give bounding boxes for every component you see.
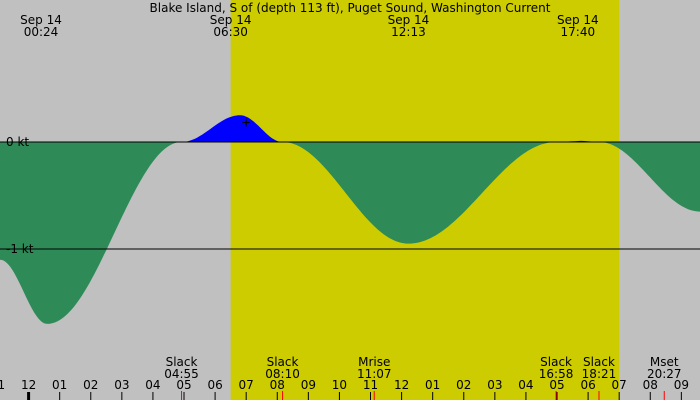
- top-time-label-1: 06:30: [213, 25, 248, 39]
- hour-tick-label-0: 11: [0, 378, 5, 392]
- hour-tick-label-21: 08: [643, 378, 658, 392]
- hour-tick-label-11: 10: [332, 378, 347, 392]
- hour-tick-label-20: 07: [612, 378, 627, 392]
- hour-tick-label-14: 01: [425, 378, 440, 392]
- top-date-label-0: Sep 14: [20, 13, 62, 27]
- hour-tick-label-19: 06: [580, 378, 595, 392]
- hour-tick-label-12: 11: [363, 378, 378, 392]
- event-name-0: Slack: [166, 355, 198, 369]
- hour-tick-label-2: 01: [52, 378, 67, 392]
- event-name-5: Mset: [650, 355, 679, 369]
- hour-tick-label-7: 06: [207, 378, 222, 392]
- hour-tick-label-3: 02: [83, 378, 98, 392]
- top-date-label-2: Sep 14: [388, 13, 430, 27]
- event-time-3: 16:58: [539, 367, 574, 381]
- hour-tick-label-9: 08: [270, 378, 285, 392]
- event-name-3: Slack: [540, 355, 572, 369]
- hour-tick-label-16: 03: [487, 378, 502, 392]
- current-time-marker: +: [241, 116, 251, 130]
- y-tick-label-1: -1 kt: [6, 242, 34, 256]
- hour-tick-label-6: 05: [176, 378, 191, 392]
- top-date-label-1: Sep 14: [210, 13, 252, 27]
- event-time-2: 11:07: [357, 367, 392, 381]
- event-time-5: 20:27: [647, 367, 682, 381]
- top-date-label-3: Sep 14: [557, 13, 599, 27]
- hour-tick-label-18: 05: [549, 378, 564, 392]
- event-time-4: 18:21: [582, 367, 617, 381]
- hour-tick-label-8: 07: [239, 378, 254, 392]
- y-tick-label-0: 0 kt: [6, 135, 29, 149]
- event-time-1: 08:10: [265, 367, 300, 381]
- event-name-4: Slack: [583, 355, 615, 369]
- hour-tick-label-13: 12: [394, 378, 409, 392]
- top-time-label-2: 12:13: [391, 25, 426, 39]
- hour-tick-label-5: 04: [145, 378, 160, 392]
- top-time-label-0: 00:24: [24, 25, 59, 39]
- hour-tick-label-17: 04: [518, 378, 533, 392]
- event-name-2: Mrise: [358, 355, 390, 369]
- hour-tick-label-15: 02: [456, 378, 471, 392]
- top-time-label-3: 17:40: [561, 25, 596, 39]
- hour-tick-label-10: 09: [301, 378, 316, 392]
- hour-tick-label-4: 03: [114, 378, 129, 392]
- ebb-area: [0, 142, 700, 324]
- event-time-0: 04:55: [164, 367, 199, 381]
- hour-tick-label-22: 09: [674, 378, 689, 392]
- hour-tick-label-1: 12: [21, 378, 36, 392]
- chart-title: Blake Island, S of (depth 113 ft), Puget…: [150, 1, 551, 15]
- event-name-1: Slack: [267, 355, 299, 369]
